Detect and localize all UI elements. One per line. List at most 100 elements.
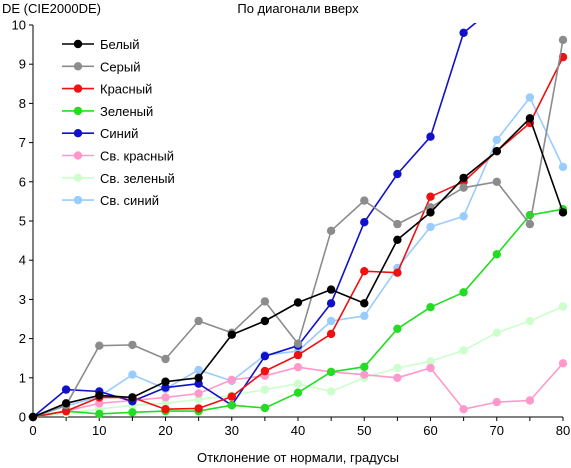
data-point — [227, 392, 236, 401]
y-axis-title: DE (CIE2000DE) — [2, 1, 101, 16]
data-point — [459, 173, 468, 183]
series-4 — [28, 205, 568, 422]
data-point — [128, 393, 137, 402]
y-tick-label: 5 — [19, 214, 26, 229]
data-point — [260, 385, 270, 394]
data-point — [459, 183, 468, 192]
data-point — [194, 395, 203, 404]
legend-swatch-marker — [73, 106, 83, 116]
data-point — [161, 393, 170, 402]
data-point — [525, 219, 535, 229]
data-point — [492, 250, 501, 259]
data-point — [426, 208, 435, 217]
data-point — [558, 35, 568, 45]
data-point — [459, 346, 468, 355]
legend-label: Синий — [100, 126, 138, 141]
x-tick-label: 40 — [291, 423, 305, 438]
chart-title: По диагонали вверх — [237, 1, 359, 16]
data-point — [293, 363, 303, 372]
data-point — [95, 409, 104, 419]
data-point — [426, 303, 435, 312]
data-point — [260, 366, 270, 376]
legend-item: Белый — [62, 37, 140, 52]
series-layer — [28, 23, 568, 422]
data-point — [393, 235, 402, 244]
legend-item: Св. синий — [62, 193, 159, 208]
legend-label: Красный — [100, 82, 152, 97]
data-point — [525, 316, 535, 326]
y-tick-label: 8 — [19, 96, 26, 111]
series-1 — [28, 114, 568, 422]
x-tick-label: 0 — [29, 423, 36, 438]
data-point — [393, 268, 402, 277]
data-point — [293, 379, 303, 388]
legend-label: Белый — [100, 37, 140, 52]
data-point — [194, 389, 203, 398]
data-point — [360, 362, 369, 371]
x-axis-title: Отклонение от нормали, градусы — [197, 450, 399, 465]
data-point — [459, 212, 468, 221]
data-point — [260, 403, 270, 413]
data-point — [558, 162, 568, 172]
y-tick-label: 7 — [19, 135, 26, 150]
data-point — [161, 354, 170, 364]
data-point — [95, 341, 104, 350]
data-point — [360, 299, 369, 308]
x-tick-label: 50 — [357, 423, 371, 438]
data-point — [161, 399, 170, 408]
data-point — [426, 132, 435, 141]
legend-label: Серый — [100, 59, 140, 74]
data-point — [227, 401, 236, 410]
data-point — [326, 329, 336, 339]
data-point — [426, 357, 435, 366]
axes: 0 1 2 3 4 5 6 7 8 9 10 0 10 20 30 40 50 60 70 80 — [12, 18, 571, 439]
data-point — [459, 28, 468, 37]
data-point — [393, 363, 402, 373]
data-point — [525, 93, 535, 102]
data-point — [61, 385, 71, 394]
data-point — [161, 377, 170, 386]
data-point — [360, 267, 369, 276]
data-point — [260, 352, 270, 361]
data-point — [293, 339, 303, 348]
data-point — [293, 388, 303, 397]
legend-swatch-marker — [73, 84, 83, 93]
legend-label: Св. зеленый — [100, 171, 175, 186]
data-point — [525, 114, 535, 123]
legend-background — [58, 32, 206, 215]
legend-item: Красный — [62, 82, 152, 97]
data-point — [459, 405, 468, 414]
data-point — [393, 324, 402, 333]
data-point — [558, 302, 568, 311]
data-point — [326, 367, 336, 377]
y-tick-label: 3 — [19, 292, 26, 307]
legend-swatch-marker — [73, 62, 83, 71]
data-point — [492, 135, 501, 145]
data-point — [260, 316, 270, 326]
y-tick-label: 6 — [19, 174, 26, 189]
data-point — [194, 316, 203, 326]
y-tick-label: 0 — [19, 410, 26, 425]
data-point — [326, 316, 336, 326]
legend-item: Св. красный — [62, 149, 174, 164]
data-point — [260, 297, 270, 306]
data-point — [426, 192, 435, 201]
x-tick-label: 20 — [158, 423, 172, 438]
data-point — [194, 404, 203, 413]
data-point — [161, 405, 170, 414]
legend-item: Синий — [62, 126, 138, 141]
data-point — [95, 399, 104, 408]
data-point — [161, 383, 170, 392]
data-point — [492, 397, 501, 407]
legend-swatch-marker — [73, 39, 83, 49]
legend-item: Серый — [62, 59, 140, 74]
legend-swatch-marker — [73, 129, 83, 138]
series-line — [32, 305, 564, 418]
x-tick-label: 70 — [490, 423, 504, 438]
data-point — [28, 412, 38, 422]
legend-item: Св. зеленый — [62, 171, 175, 186]
y-tick-label: 9 — [19, 57, 26, 72]
series-7 — [28, 302, 568, 422]
legend: Белый Серый Красный Зеленый Синий Св. красный… — [58, 32, 206, 215]
data-point — [525, 396, 535, 405]
